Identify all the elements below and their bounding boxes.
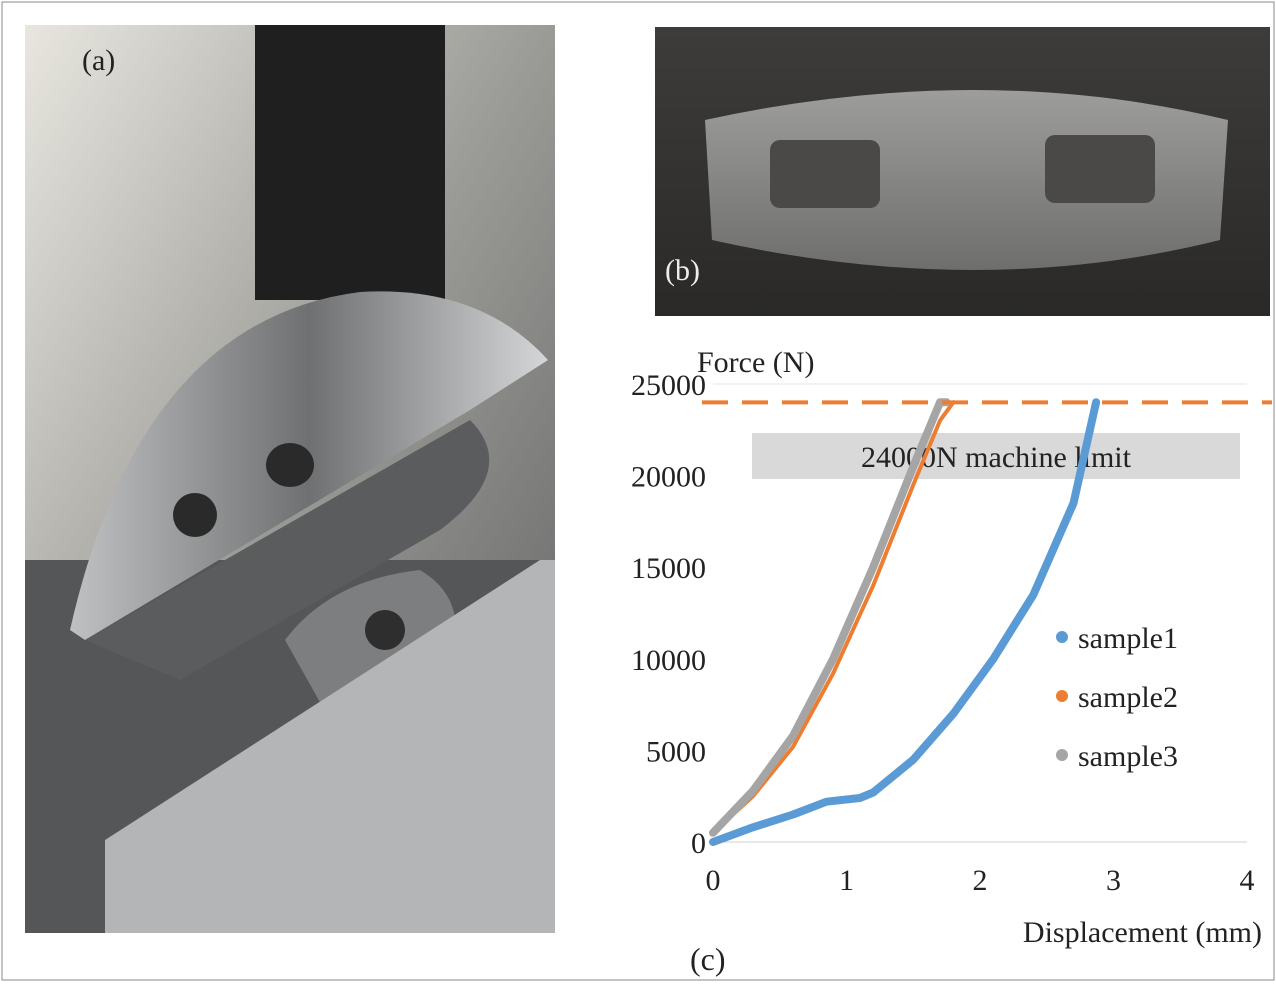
y-tick-label: 5000 bbox=[646, 735, 706, 768]
page: {"panels": {"a": "(a)", "b": "(b)", "c":… bbox=[0, 0, 1276, 982]
legend-label: sample2 bbox=[1078, 681, 1178, 714]
photo-b: (b) bbox=[655, 27, 1270, 316]
y-tick-label: 15000 bbox=[631, 552, 706, 585]
x-tick-label: 4 bbox=[1240, 864, 1255, 897]
x-axis-label: Displacement (mm) bbox=[1023, 916, 1262, 949]
y-tick-label: 10000 bbox=[631, 644, 706, 677]
panel-label: (c) bbox=[690, 941, 726, 977]
x-tick-label: 1 bbox=[839, 864, 854, 897]
legend-label: sample1 bbox=[1078, 622, 1178, 655]
y-tick-label: 0 bbox=[691, 827, 706, 860]
y-tick-label: 20000 bbox=[631, 461, 706, 494]
panel-label: (a) bbox=[82, 44, 115, 77]
photo-a: (a) bbox=[25, 25, 555, 933]
legend-label: sample3 bbox=[1078, 740, 1178, 773]
panel-label: (b) bbox=[665, 254, 700, 287]
y-axis-label: Force (N) bbox=[697, 346, 814, 379]
annotation: 24000N machine limit bbox=[861, 441, 1132, 474]
legend-marker bbox=[1056, 749, 1068, 761]
legend-marker bbox=[1056, 690, 1068, 702]
x-tick-label: 2 bbox=[973, 864, 988, 897]
y-tick-label: 25000 bbox=[631, 369, 706, 402]
figure: (a) (b) Force (N) Displacement (mm) (c) … bbox=[0, 0, 1276, 982]
legend-marker bbox=[1056, 631, 1068, 643]
x-tick-label: 0 bbox=[706, 864, 721, 897]
x-tick-label: 3 bbox=[1106, 864, 1121, 897]
